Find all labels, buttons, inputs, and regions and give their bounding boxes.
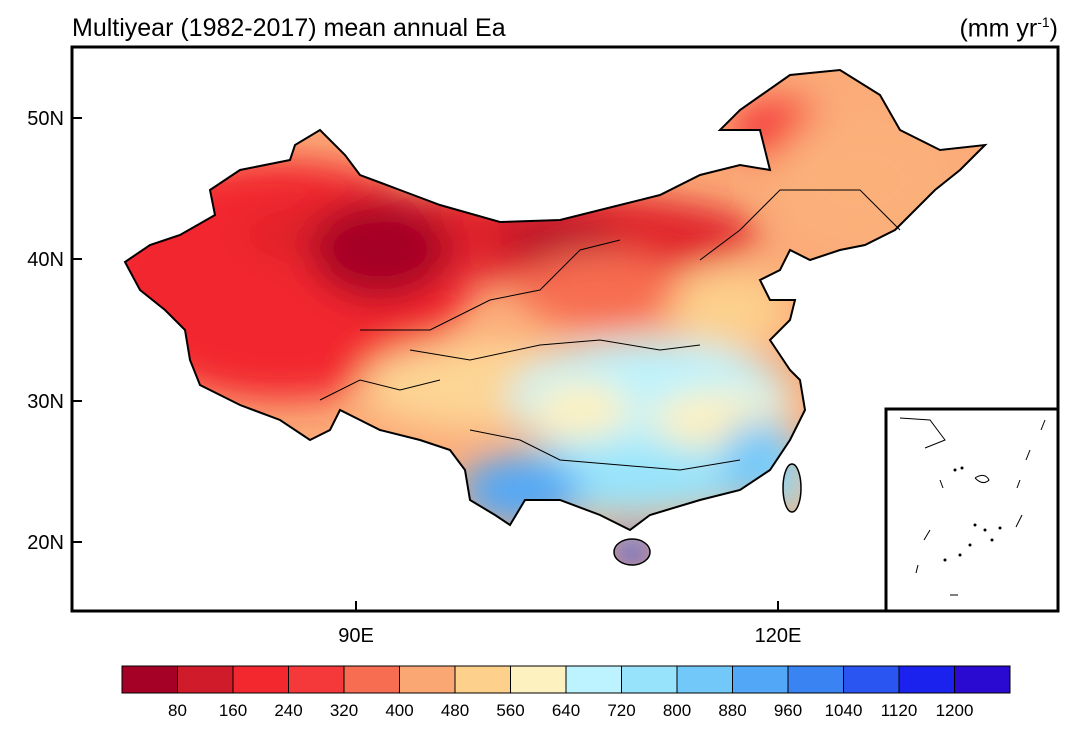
lat-tick-50n: 50N [27, 108, 64, 130]
colorbar-swatch [565, 665, 622, 694]
colorbar-swatch [177, 665, 234, 694]
colorbar-swatch [343, 665, 400, 694]
colorbar-swatch [732, 665, 789, 694]
colorbar-label: 320 [330, 701, 358, 720]
lat-tick-30n: 30N [27, 391, 64, 413]
colorbar-swatch [399, 665, 456, 694]
units-close: ) [1049, 14, 1058, 43]
colorbar-label: 1120 [881, 701, 918, 720]
colorbar: 80 160 240 320 400 480 560 640 720 800 880 960 1040 1… [121, 665, 1011, 720]
lon-tick-90e: 90E [338, 625, 374, 647]
colorbar-label: 960 [774, 701, 802, 720]
colorbar-swatch [232, 665, 289, 694]
units-base: (mm yr [959, 14, 1038, 43]
colorbar-label: 400 [385, 701, 413, 720]
colorbar-swatch [676, 665, 733, 694]
colorbar-label: 1200 [936, 701, 974, 720]
colorbar-label: 480 [441, 701, 469, 720]
colorbar-swatch [121, 665, 178, 694]
colorbar-label: 240 [274, 701, 302, 720]
colorbar-label: 640 [552, 701, 580, 720]
lat-tick-20n: 20N [27, 532, 64, 554]
colorbar-label: 560 [496, 701, 524, 720]
axis-ticks [72, 117, 779, 611]
colorbar-swatch [621, 665, 678, 694]
lat-tick-40n: 40N [27, 249, 64, 271]
colorbar-label: 160 [219, 701, 247, 720]
colorbar-label: 1040 [825, 701, 863, 720]
units-label: (mm yr-1) [959, 14, 1058, 43]
colorbar-label: 720 [607, 701, 635, 720]
province-borders [319, 189, 901, 471]
lon-tick-120e: 120E [755, 625, 802, 647]
colorbar-swatch [843, 665, 900, 694]
colorbar-swatch [898, 665, 955, 694]
colorbar-swatch [954, 665, 1011, 694]
colorbar-label: 880 [718, 701, 746, 720]
colorbar-swatch [288, 665, 345, 694]
colorbar-swatch [787, 665, 844, 694]
south-china-sea-inset [884, 407, 1060, 613]
colorbar-label: 80 [168, 701, 187, 720]
colorbar-swatch [510, 665, 567, 694]
colorbar-label: 800 [663, 701, 691, 720]
colorbar-swatch [454, 665, 511, 694]
units-exponent: -1 [1037, 14, 1050, 30]
map-title: Multiyear (1982-2017) mean annual Ea [72, 14, 506, 42]
